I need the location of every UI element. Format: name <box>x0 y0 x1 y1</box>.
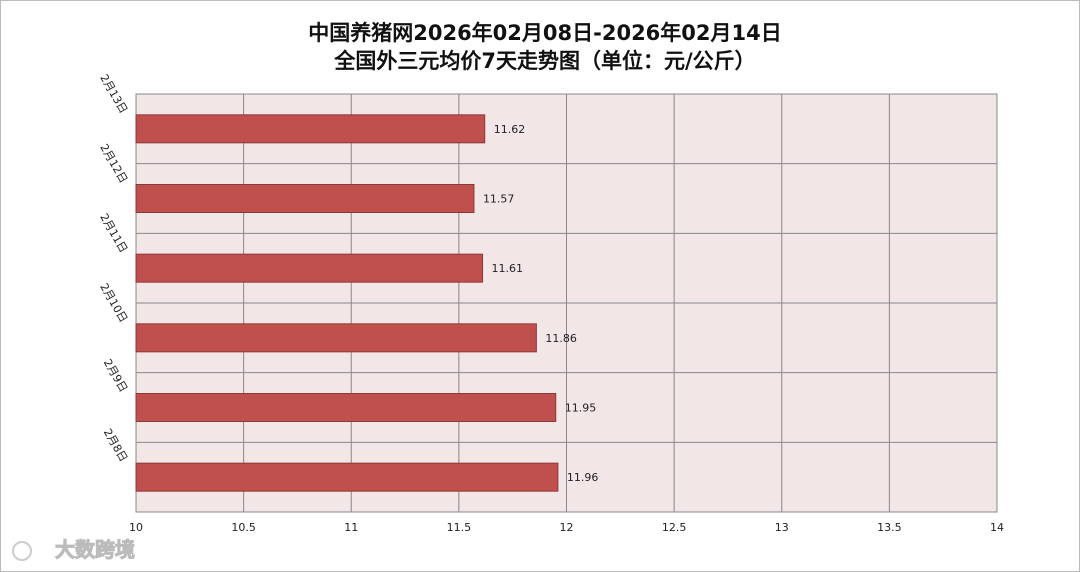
data-label: 11.62 <box>494 123 525 136</box>
x-tick-label: 13 <box>775 521 789 534</box>
x-tick-label: 11.5 <box>447 521 472 534</box>
bar <box>135 462 559 492</box>
x-tick-label: 12 <box>560 521 574 534</box>
watermark: 大数跨境 <box>55 538 135 562</box>
x-tick-label: 12.5 <box>662 521 687 534</box>
bar <box>135 253 484 283</box>
bar <box>135 184 475 213</box>
x-tick-label: 10 <box>129 521 143 534</box>
x-tick-label: 14 <box>990 521 1004 534</box>
data-label: 11.96 <box>567 471 599 484</box>
x-tick-label: 11 <box>344 521 358 534</box>
chart-subtitle: 全国外三元均价7天走势图（单位：元/公斤） <box>333 49 755 73</box>
chart-title: 中国养猪网2026年02月08日-2026年02月14日 <box>308 21 782 45</box>
data-label: 11.57 <box>483 193 515 206</box>
bar <box>135 114 486 144</box>
data-label: 11.95 <box>565 402 597 415</box>
data-label: 11.86 <box>545 332 577 345</box>
x-tick-label: 13.5 <box>877 521 902 534</box>
data-label: 11.61 <box>492 262 524 275</box>
bar <box>135 323 537 353</box>
watermark-icon <box>12 541 32 561</box>
bar <box>135 393 557 422</box>
x-tick-label: 10.5 <box>231 521 256 534</box>
